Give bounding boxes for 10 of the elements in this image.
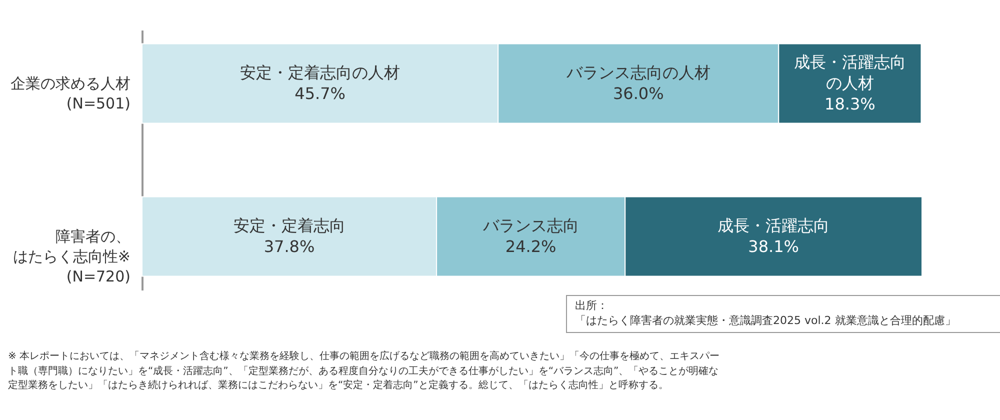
data-label: バランス志向 24.2% bbox=[482, 216, 579, 256]
y-tick-label: 企業の求める人材(N=501) bbox=[10, 74, 130, 113]
text: ※ 本レポートにおいては、「マネジメント含む様々な業務を経験し、仕事の範囲を広げるなど職務の範囲を高めていきたい」「今の仕事を極めて、エキスパート職（専門職）になりたい」を“成長・活躍志向”、「定型業務だが、ある程度自分なりの工夫ができる仕事がしたい」を“バランス志向”、「やることが明確な定型業務をしたい」「はたらき続けられれば、業務にはこだわらない」を“安定・定着志向”と定義する。総じて、「はたらく志向性」と呼称する。 bbox=[8, 350, 721, 393]
data-label: バランス志向の人材 36.0% bbox=[565, 63, 710, 104]
data-label: 成長・活躍志向の人材 18.3% bbox=[794, 52, 906, 114]
data-label: 成長・活躍志向 38.1% bbox=[718, 216, 830, 256]
text: 出所：「はたらく障害者の就業実態・意識調査2025 vol.2 就業意識と合理的配慮」 bbox=[575, 299, 957, 329]
data-label: 安定・定着志向の人材 45.7% bbox=[240, 63, 400, 104]
data-label: 安定・定着志向 37.8% bbox=[233, 216, 346, 256]
y-tick-label: 障害者の、はたらく志向性※(N=720) bbox=[12, 227, 130, 286]
